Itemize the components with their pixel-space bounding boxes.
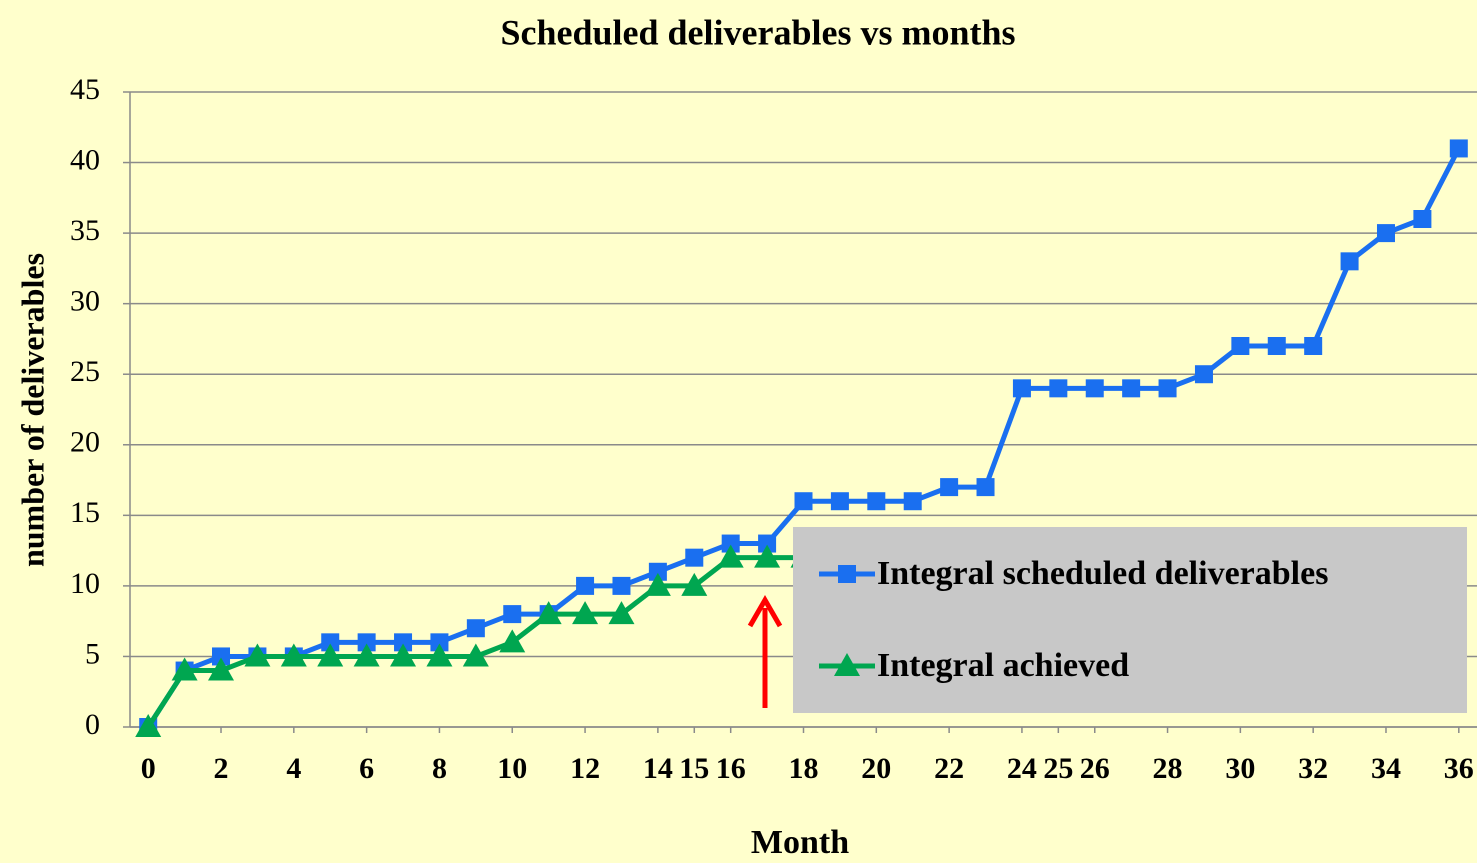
- marker: [838, 565, 856, 583]
- y-tick-label: 5: [85, 637, 100, 670]
- marker: [940, 478, 959, 497]
- marker: [1304, 337, 1323, 355]
- marker: [612, 576, 631, 595]
- y-axis-label: number of deliverables: [14, 253, 50, 567]
- marker: [648, 562, 667, 581]
- x-tick-label: 8: [432, 752, 447, 785]
- marker: [754, 544, 781, 568]
- marker: [685, 548, 704, 567]
- marker: [430, 633, 449, 652]
- x-tick-label: 12: [570, 752, 600, 785]
- x-tick-label: 10: [497, 752, 527, 785]
- marker: [462, 643, 489, 667]
- marker: [171, 657, 198, 681]
- marker: [1413, 210, 1432, 228]
- marker: [644, 572, 671, 596]
- marker: [321, 633, 340, 652]
- y-tick-label: 0: [85, 708, 100, 741]
- y-tick-label: 20: [70, 426, 100, 459]
- marker: [976, 478, 995, 497]
- marker: [394, 633, 413, 652]
- marker: [466, 619, 485, 638]
- x-tick-label: 26: [1080, 752, 1110, 785]
- marker: [834, 653, 860, 676]
- x-tick-label: 34: [1371, 752, 1401, 785]
- marker: [212, 647, 231, 666]
- marker: [135, 714, 162, 737]
- marker: [390, 643, 417, 667]
- marker: [1049, 379, 1068, 398]
- x-tick-label: 24: [1007, 752, 1037, 785]
- x-tick-label: 14: [643, 752, 673, 785]
- marker: [681, 572, 708, 596]
- marker: [1340, 252, 1359, 271]
- annotation-arrow: [747, 594, 783, 708]
- marker: [576, 576, 595, 595]
- marker: [426, 643, 453, 667]
- marker: [1194, 365, 1213, 384]
- x-tick-label: 30: [1225, 752, 1255, 785]
- y-tick-label: 45: [70, 73, 100, 106]
- marker: [503, 605, 522, 624]
- marker: [353, 643, 380, 667]
- marker: [1231, 337, 1250, 355]
- marker: [280, 643, 307, 667]
- marker: [1376, 224, 1395, 243]
- y-tick-label: 40: [70, 143, 100, 176]
- chart-title: Scheduled deliverables vs months: [500, 12, 1015, 52]
- series: [139, 139, 1468, 736]
- legend-label: Integral scheduled deliverables: [877, 555, 1328, 592]
- x-tick-label: 6: [359, 752, 374, 785]
- y-tick-label: 30: [70, 285, 100, 318]
- marker: [717, 544, 744, 568]
- marker: [608, 601, 635, 625]
- x-tick-label: 25: [1043, 752, 1073, 785]
- y-tick-label: 35: [70, 214, 100, 247]
- marker: [830, 492, 849, 511]
- y-tick-label: 25: [70, 355, 100, 388]
- x-tick-label: 16: [716, 752, 746, 785]
- series: [135, 544, 817, 737]
- marker: [1158, 379, 1177, 398]
- marker: [1267, 337, 1286, 355]
- x-tick-label: 0: [141, 752, 156, 785]
- marker: [535, 601, 562, 625]
- x-tick-label: 4: [286, 752, 301, 785]
- marker: [572, 601, 599, 625]
- x-tick-label: 18: [789, 752, 819, 785]
- marker: [1449, 139, 1468, 158]
- marker: [867, 492, 886, 511]
- marker: [721, 534, 740, 553]
- marker: [903, 492, 922, 511]
- marker: [1012, 379, 1031, 398]
- legend-box: [793, 527, 1467, 713]
- x-axis-label: Month: [751, 824, 849, 861]
- y-tick-label: 15: [70, 496, 100, 529]
- x-tick-label: 2: [214, 752, 229, 785]
- marker: [1122, 379, 1141, 398]
- x-tick-label: 22: [934, 752, 964, 785]
- y-tick-label: 10: [70, 567, 100, 600]
- marker: [794, 492, 813, 511]
- marker: [499, 629, 526, 653]
- marker: [208, 657, 235, 681]
- marker: [244, 643, 271, 667]
- marker: [1085, 379, 1104, 398]
- marker: [357, 633, 376, 652]
- x-tick-label: 36: [1444, 752, 1474, 785]
- x-tick-label: 20: [861, 752, 891, 785]
- x-tick-label: 28: [1153, 752, 1183, 785]
- legend: Integral scheduled deliverables Integral …: [793, 527, 1467, 713]
- marker: [758, 534, 777, 553]
- legend-label: Integral achieved: [877, 647, 1129, 684]
- x-tick-label: 15: [679, 752, 709, 785]
- x-tick-label: 32: [1298, 752, 1328, 785]
- marker: [317, 643, 344, 667]
